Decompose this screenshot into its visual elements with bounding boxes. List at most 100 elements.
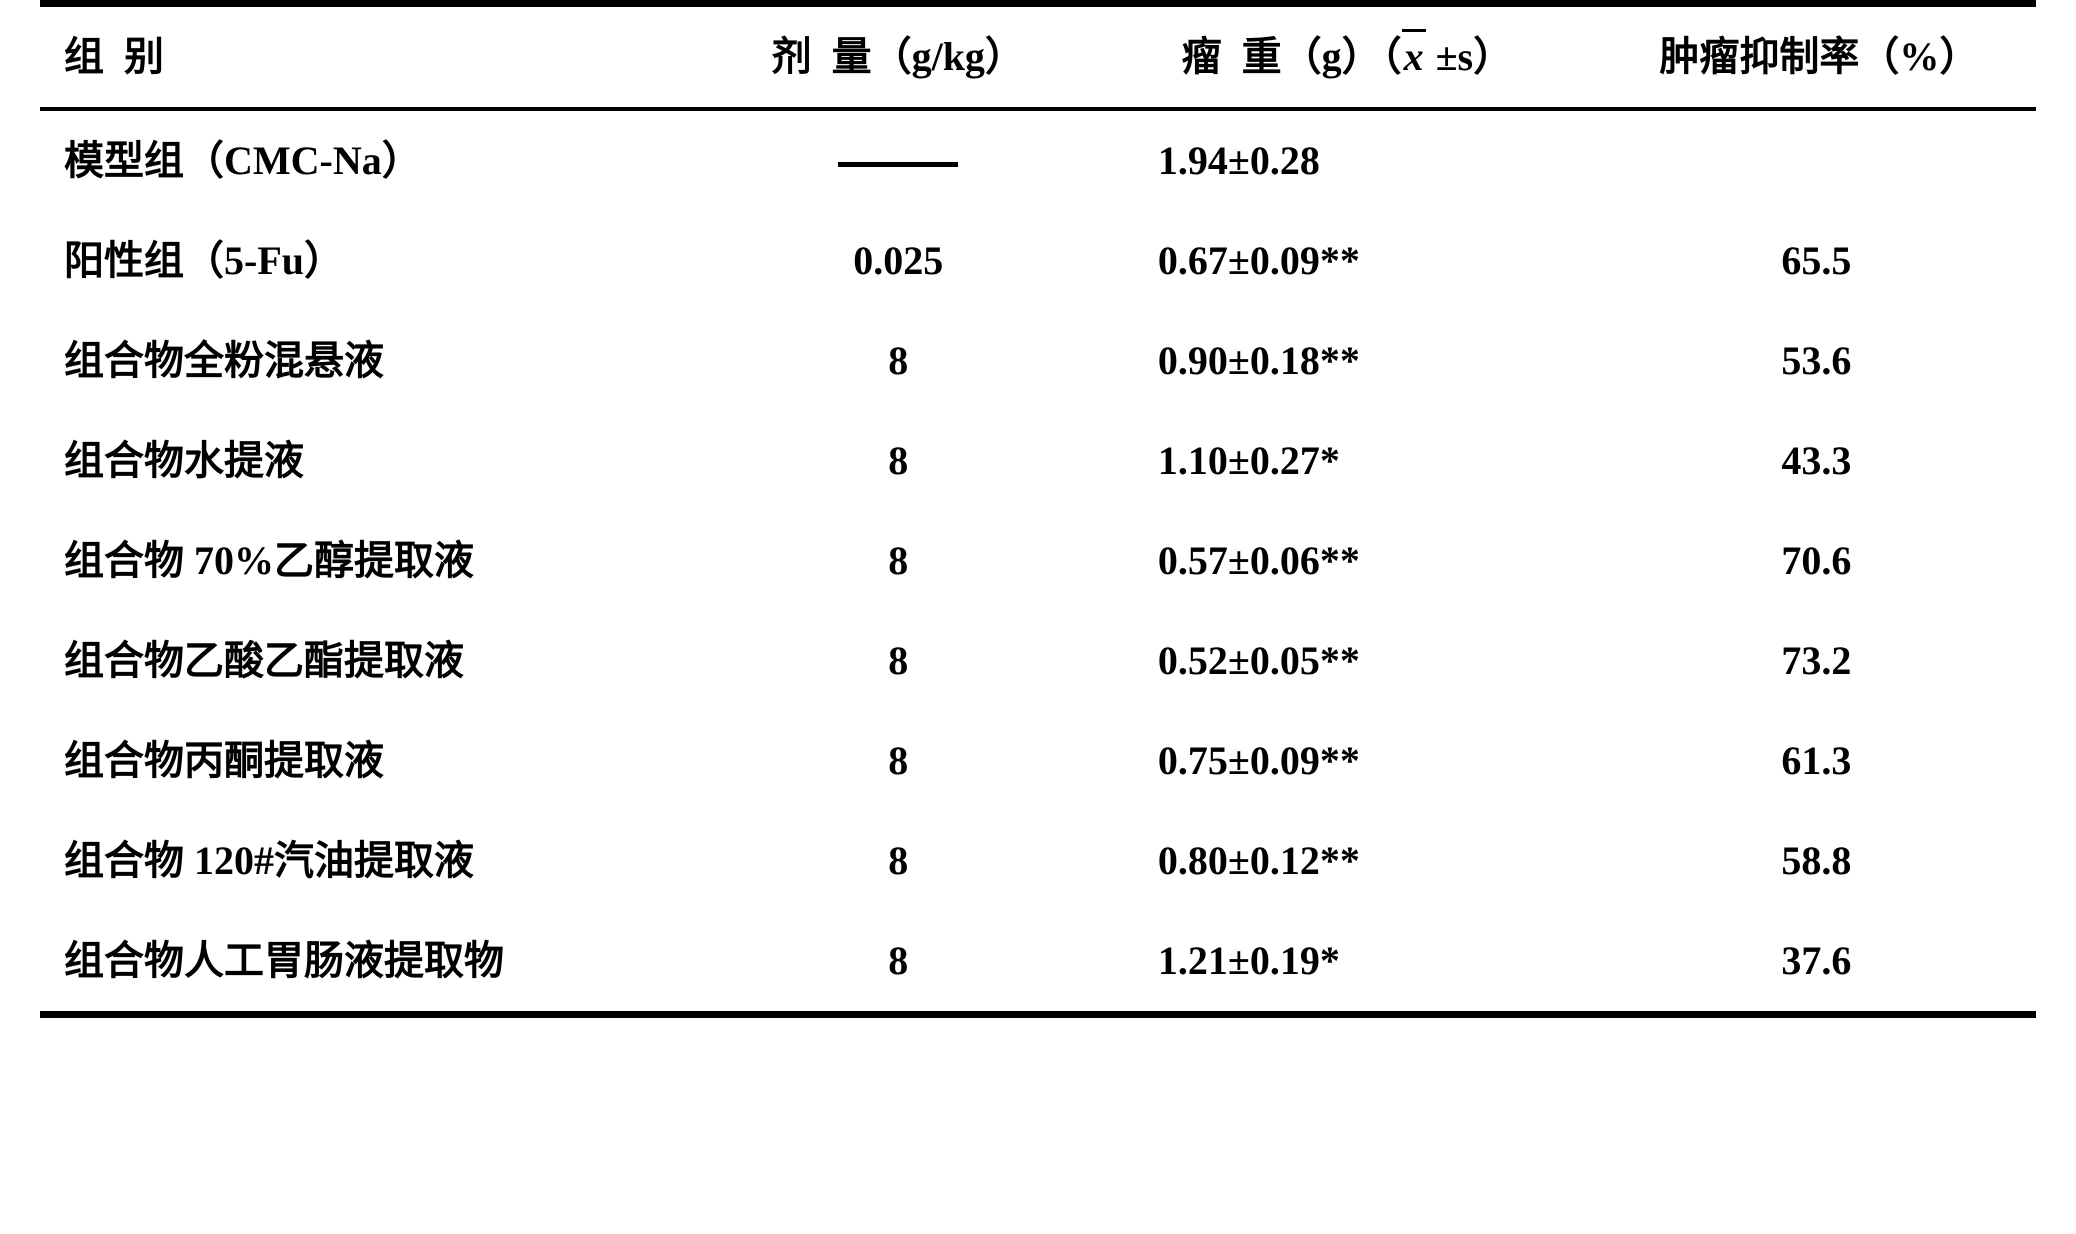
cell-group: 组合物 70%乙醇提取液 xyxy=(40,511,699,611)
cell-inhibition-value: 61.3 xyxy=(1781,738,1851,783)
table-wrapper: 组别 剂量（g/kg） 瘤重（g）（x ±s） 肿瘤抑制率（%） 模型组（CMC… xyxy=(0,0,2076,1018)
cell-weight-value: 0.75±0.09** xyxy=(1158,738,1360,783)
cell-inhibition: 61.3 xyxy=(1597,711,2036,811)
cell-inhibition-value: 53.6 xyxy=(1781,338,1851,383)
cell-inhibition-value: 37.6 xyxy=(1781,938,1851,983)
cell-inhibition-value: 73.2 xyxy=(1781,638,1851,683)
cell-weight-value: 1.10±0.27* xyxy=(1158,438,1340,483)
cell-group-post: ） xyxy=(304,238,344,283)
table-row: 组合物 120#汽油提取液 8 0.80±0.12** 58.8 xyxy=(40,811,2036,911)
cell-dose-value: 8 xyxy=(888,838,908,883)
cell-group-latin: CMC-Na xyxy=(224,138,382,183)
cell-inhibition xyxy=(1597,109,2036,211)
cell-group-latin: 120# xyxy=(194,838,274,883)
col-header-wt-open: （g）（ xyxy=(1282,34,1402,79)
cell-group-post: 乙醇提取液 xyxy=(274,538,474,583)
cell-inhibition-value: 70.6 xyxy=(1781,538,1851,583)
cell-weight-value: 1.94±0.28 xyxy=(1158,138,1320,183)
cell-group: 组合物 120#汽油提取液 xyxy=(40,811,699,911)
table-row: 阳性组（5-Fu） 0.025 0.67±0.09** 65.5 xyxy=(40,211,2036,311)
cell-inhibition: 37.6 xyxy=(1597,911,2036,1015)
cell-inhibition: 70.6 xyxy=(1597,511,2036,611)
dash-icon xyxy=(838,162,958,167)
cell-weight-value: 0.67±0.09** xyxy=(1158,238,1360,283)
cell-weight: 1.94±0.28 xyxy=(1098,109,1597,211)
cell-inhibition: 43.3 xyxy=(1597,411,2036,511)
cell-inhibition-value: 43.3 xyxy=(1781,438,1851,483)
table-row: 组合物丙酮提取液 8 0.75±0.09** 61.3 xyxy=(40,711,2036,811)
cell-dose: 8 xyxy=(699,511,1098,611)
cell-dose: 0.025 xyxy=(699,211,1098,311)
cell-dose: 8 xyxy=(699,311,1098,411)
cell-group: 阳性组（5-Fu） xyxy=(40,211,699,311)
cell-dose-value: 8 xyxy=(888,538,908,583)
table-body: 模型组（CMC-Na）1.94±0.28阳性组（5-Fu）0.0250.67±0… xyxy=(40,109,2036,1015)
cell-inhibition: 73.2 xyxy=(1597,611,2036,711)
cell-inhibition: 58.8 xyxy=(1597,811,2036,911)
cell-group-latin: 70% xyxy=(194,538,274,583)
table-row: 组合物全粉混悬液 8 0.90±0.18** 53.6 xyxy=(40,311,2036,411)
cell-dose: 8 xyxy=(699,811,1098,911)
col-header-wt-pms: ±s xyxy=(1426,34,1474,79)
cell-group: 组合物人工胃肠液提取物 xyxy=(40,911,699,1015)
cell-weight: 1.21±0.19* xyxy=(1098,911,1597,1015)
cell-group-pre: 组合物丙酮提取液 xyxy=(64,738,384,783)
cell-group-pre: 阳性组（ xyxy=(64,238,224,283)
col-header-group-post: 别 xyxy=(124,34,164,79)
cell-group: 组合物全粉混悬液 xyxy=(40,311,699,411)
table-row: 组合物人工胃肠液提取物 8 1.21±0.19* 37.6 xyxy=(40,911,2036,1015)
col-header-inhibition: 肿瘤抑制率（%） xyxy=(1597,4,2036,110)
cell-weight-value: 0.80±0.12** xyxy=(1158,838,1360,883)
cell-dose: 8 xyxy=(699,411,1098,511)
cell-group: 组合物丙酮提取液 xyxy=(40,711,699,811)
cell-weight: 1.10±0.27* xyxy=(1098,411,1597,511)
col-header-wt-pre: 瘤 xyxy=(1182,34,1242,79)
cell-group-post: ） xyxy=(382,138,422,183)
cell-dose-value: 8 xyxy=(888,438,908,483)
cell-inhibition: 65.5 xyxy=(1597,211,2036,311)
cell-group-pre: 组合物水提液 xyxy=(64,438,304,483)
cell-group-pre: 组合物 xyxy=(64,838,194,883)
col-header-dose-pre: 剂 xyxy=(772,34,832,79)
table-header-row: 组别 剂量（g/kg） 瘤重（g）（x ±s） 肿瘤抑制率（%） xyxy=(40,4,2036,110)
cell-dose-value: 8 xyxy=(888,938,908,983)
cell-inhibition-value: 65.5 xyxy=(1781,238,1851,283)
cell-dose xyxy=(699,109,1098,211)
cell-weight-value: 0.90±0.18** xyxy=(1158,338,1360,383)
table-row: 组合物乙酸乙酯提取液 8 0.52±0.05** 73.2 xyxy=(40,611,2036,711)
table-row: 组合物水提液 8 1.10±0.27* 43.3 xyxy=(40,411,2036,511)
xbar-symbol: x xyxy=(1402,37,1426,77)
cell-weight: 0.57±0.06** xyxy=(1098,511,1597,611)
cell-weight: 0.52±0.05** xyxy=(1098,611,1597,711)
cell-group: 组合物水提液 xyxy=(40,411,699,511)
cell-group-pre: 组合物人工胃肠液提取物 xyxy=(64,938,504,983)
cell-group-pre: 组合物全粉混悬液 xyxy=(64,338,384,383)
cell-dose: 8 xyxy=(699,711,1098,811)
col-header-dose-unit: （g/kg） xyxy=(872,34,1025,79)
col-header-dose-post: 量 xyxy=(832,34,872,79)
cell-dose-value: 0.025 xyxy=(853,238,943,283)
cell-dose-value: 8 xyxy=(888,738,908,783)
cell-inhibition-value: 58.8 xyxy=(1781,838,1851,883)
cell-group-post: 汽油提取液 xyxy=(274,838,474,883)
cell-weight: 0.80±0.12** xyxy=(1098,811,1597,911)
col-header-group: 组别 xyxy=(40,4,699,110)
cell-group-pre: 组合物 xyxy=(64,538,194,583)
cell-group-pre: 模型组（ xyxy=(64,138,224,183)
cell-dose: 8 xyxy=(699,911,1098,1015)
col-header-wt-post: 重 xyxy=(1242,34,1282,79)
col-header-weight: 瘤重（g）（x ±s） xyxy=(1098,4,1597,110)
cell-group-latin: 5-Fu xyxy=(224,238,304,283)
cell-group: 组合物乙酸乙酯提取液 xyxy=(40,611,699,711)
results-table: 组别 剂量（g/kg） 瘤重（g）（x ±s） 肿瘤抑制率（%） 模型组（CMC… xyxy=(40,0,2036,1018)
cell-dose-value: 8 xyxy=(888,638,908,683)
cell-group: 模型组（CMC-Na） xyxy=(40,109,699,211)
cell-weight: 0.90±0.18** xyxy=(1098,311,1597,411)
table-row: 组合物 70%乙醇提取液 8 0.57±0.06** 70.6 xyxy=(40,511,2036,611)
col-header-dose: 剂量（g/kg） xyxy=(699,4,1098,110)
cell-weight-value: 0.52±0.05** xyxy=(1158,638,1360,683)
cell-weight: 0.75±0.09** xyxy=(1098,711,1597,811)
col-header-wt-close: ） xyxy=(1473,34,1513,79)
cell-group-pre: 组合物乙酸乙酯提取液 xyxy=(64,638,464,683)
cell-inhibition: 53.6 xyxy=(1597,311,2036,411)
